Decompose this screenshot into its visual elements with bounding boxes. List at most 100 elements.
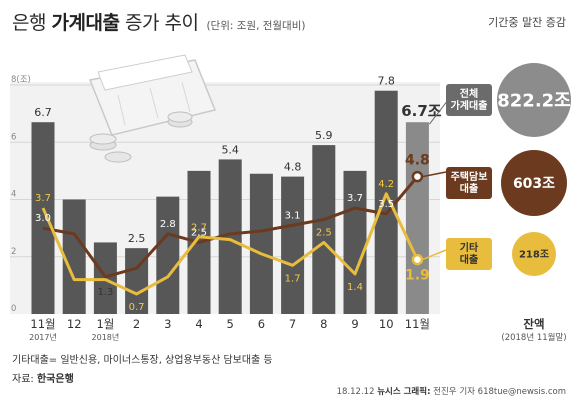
balance-value: 603조 [513,176,555,192]
x-tick-label: 11월 [405,317,430,331]
line-value-label: 1.7 [285,273,301,284]
x-tick-label: 8 [320,317,327,331]
bar-value-label: 5.4 [221,143,239,156]
bar [374,90,398,314]
line-value-label: 1.9 [405,268,430,284]
x-tick-label: 12 [67,317,82,331]
balance-label-box [446,167,492,199]
balance-label: 가계대출 [451,99,488,112]
balance-title: 잔액 [523,317,544,331]
line-end-point [411,253,424,266]
line-series [41,170,424,296]
bar-value-label: 6.7조 [401,102,442,120]
mortgage-line [42,175,419,279]
balance-label: 대출 [460,253,478,266]
bar-value-labels: 6.7 2.5 5.4 4.8 5.9 7.8 6.7조 [34,75,442,245]
bar-value-label: 6.7 [34,106,52,119]
y-tick-label: 4 [11,190,16,200]
title-rest: 증가 추이 [124,12,199,34]
x-tick-label: 7 [289,317,296,331]
bar [218,159,242,314]
bar [405,122,429,315]
x-tick-year-label: 2017년 [29,332,57,342]
bar-value-label: 4.8 [284,161,302,174]
credit-author: 전진우 기자 618tue@newsis.com [433,387,566,397]
x-tick-label: 2 [133,317,140,331]
title-plain: 은행 [12,12,46,34]
credit-agency: 뉴시스 그래픽: [377,387,431,397]
bar [31,122,55,315]
balance-circle [497,63,571,137]
balance-subtitle: (2018년 11월말) [501,332,566,343]
unit-label: (단위: 조원, 전월대비) [206,20,306,32]
bar [156,196,180,314]
line-value-label: 2.7 [191,223,207,234]
bar-value-label: 7.8 [377,75,395,88]
bar [249,173,273,314]
legend-connector [422,171,447,178]
y-tick-label: 0 [11,304,16,314]
balance-label: 대출 [460,182,478,195]
line-value-label: 0.7 [129,302,145,313]
balance-circle [501,150,567,216]
bar [125,248,149,314]
line-value-labels: 3.0 1.3 2.8 2.5 3.1 3.7 3.5 4.8 3.7 0.7 2.7 1.7 2.5 1… [35,153,430,313]
line-value-label: 1.4 [347,282,363,293]
x-tick-label: 5 [227,317,234,331]
bar-series-total [31,90,429,315]
x-tick-label: 10 [379,317,394,331]
title-bold: 가계대출 [51,12,120,34]
y-tick-label: 2 [11,247,16,257]
line-value-label: 4.2 [378,179,394,190]
balance-value: 218조 [519,249,549,261]
balance-label: 주택담보 [451,170,488,183]
line-value-label: 3.7 [347,193,363,204]
source-prefix: 자료: [12,374,34,385]
page-title: 은행 가계대출 증가 추이 (단위: 조원, 전월대비) [12,8,305,35]
line-value-label: 1.3 [97,287,113,298]
y-axis-tick-labels: 0 2 4 6 8(조) [11,75,31,314]
line-value-label: 2.5 [191,227,207,238]
balance-label: 전체 [460,87,478,100]
balance-label-box [446,238,492,270]
bar-value-label: 5.9 [315,129,333,142]
period-label: 기간중 말잔 증감 [488,16,566,29]
wallet-illustration [88,54,217,163]
legend-connector [422,249,447,261]
x-tick-label: 9 [351,317,358,331]
bar [62,199,86,314]
bar [343,170,367,314]
credit-date: 18.12.12 [336,387,375,397]
balance-circle [512,232,556,276]
legend-connector [429,99,449,125]
line-value-label: 2.5 [316,227,332,238]
line-end-point [411,170,424,183]
credit-line: 18.12.12 뉴시스 그래픽: 전진우 기자 618tue@newsis.c… [337,385,566,397]
x-tick-label: 4 [195,317,202,331]
x-tick-label: 6 [258,317,265,331]
line-value-label: 3.5 [378,199,394,210]
bar-value-label: 2.5 [128,232,146,245]
x-tick-label: 11월 [30,317,55,331]
y-tick-label: 8(조) [11,75,31,85]
source-name: 한국은행 [36,374,74,385]
line-value-label: 3.1 [285,210,301,221]
line-value-label: 3.7 [35,193,51,204]
bar [281,176,305,314]
x-tick-year-label: 2018년 [92,332,120,342]
source-note: 자료: 한국은행 [12,370,74,385]
x-tick-label: 3 [164,317,171,331]
balance-label-box [446,84,492,116]
line-value-label: 4.8 [405,153,430,169]
bar [312,145,336,314]
line-value-label: 2.8 [160,219,176,230]
x-tick-label: 1월 [96,317,114,331]
other-loan-line [41,192,419,296]
balance-value: 822.2조 [497,90,571,111]
balance-label: 기타 [460,241,479,254]
line-value-label: 3.0 [35,213,51,224]
y-tick-label: 6 [11,132,16,142]
